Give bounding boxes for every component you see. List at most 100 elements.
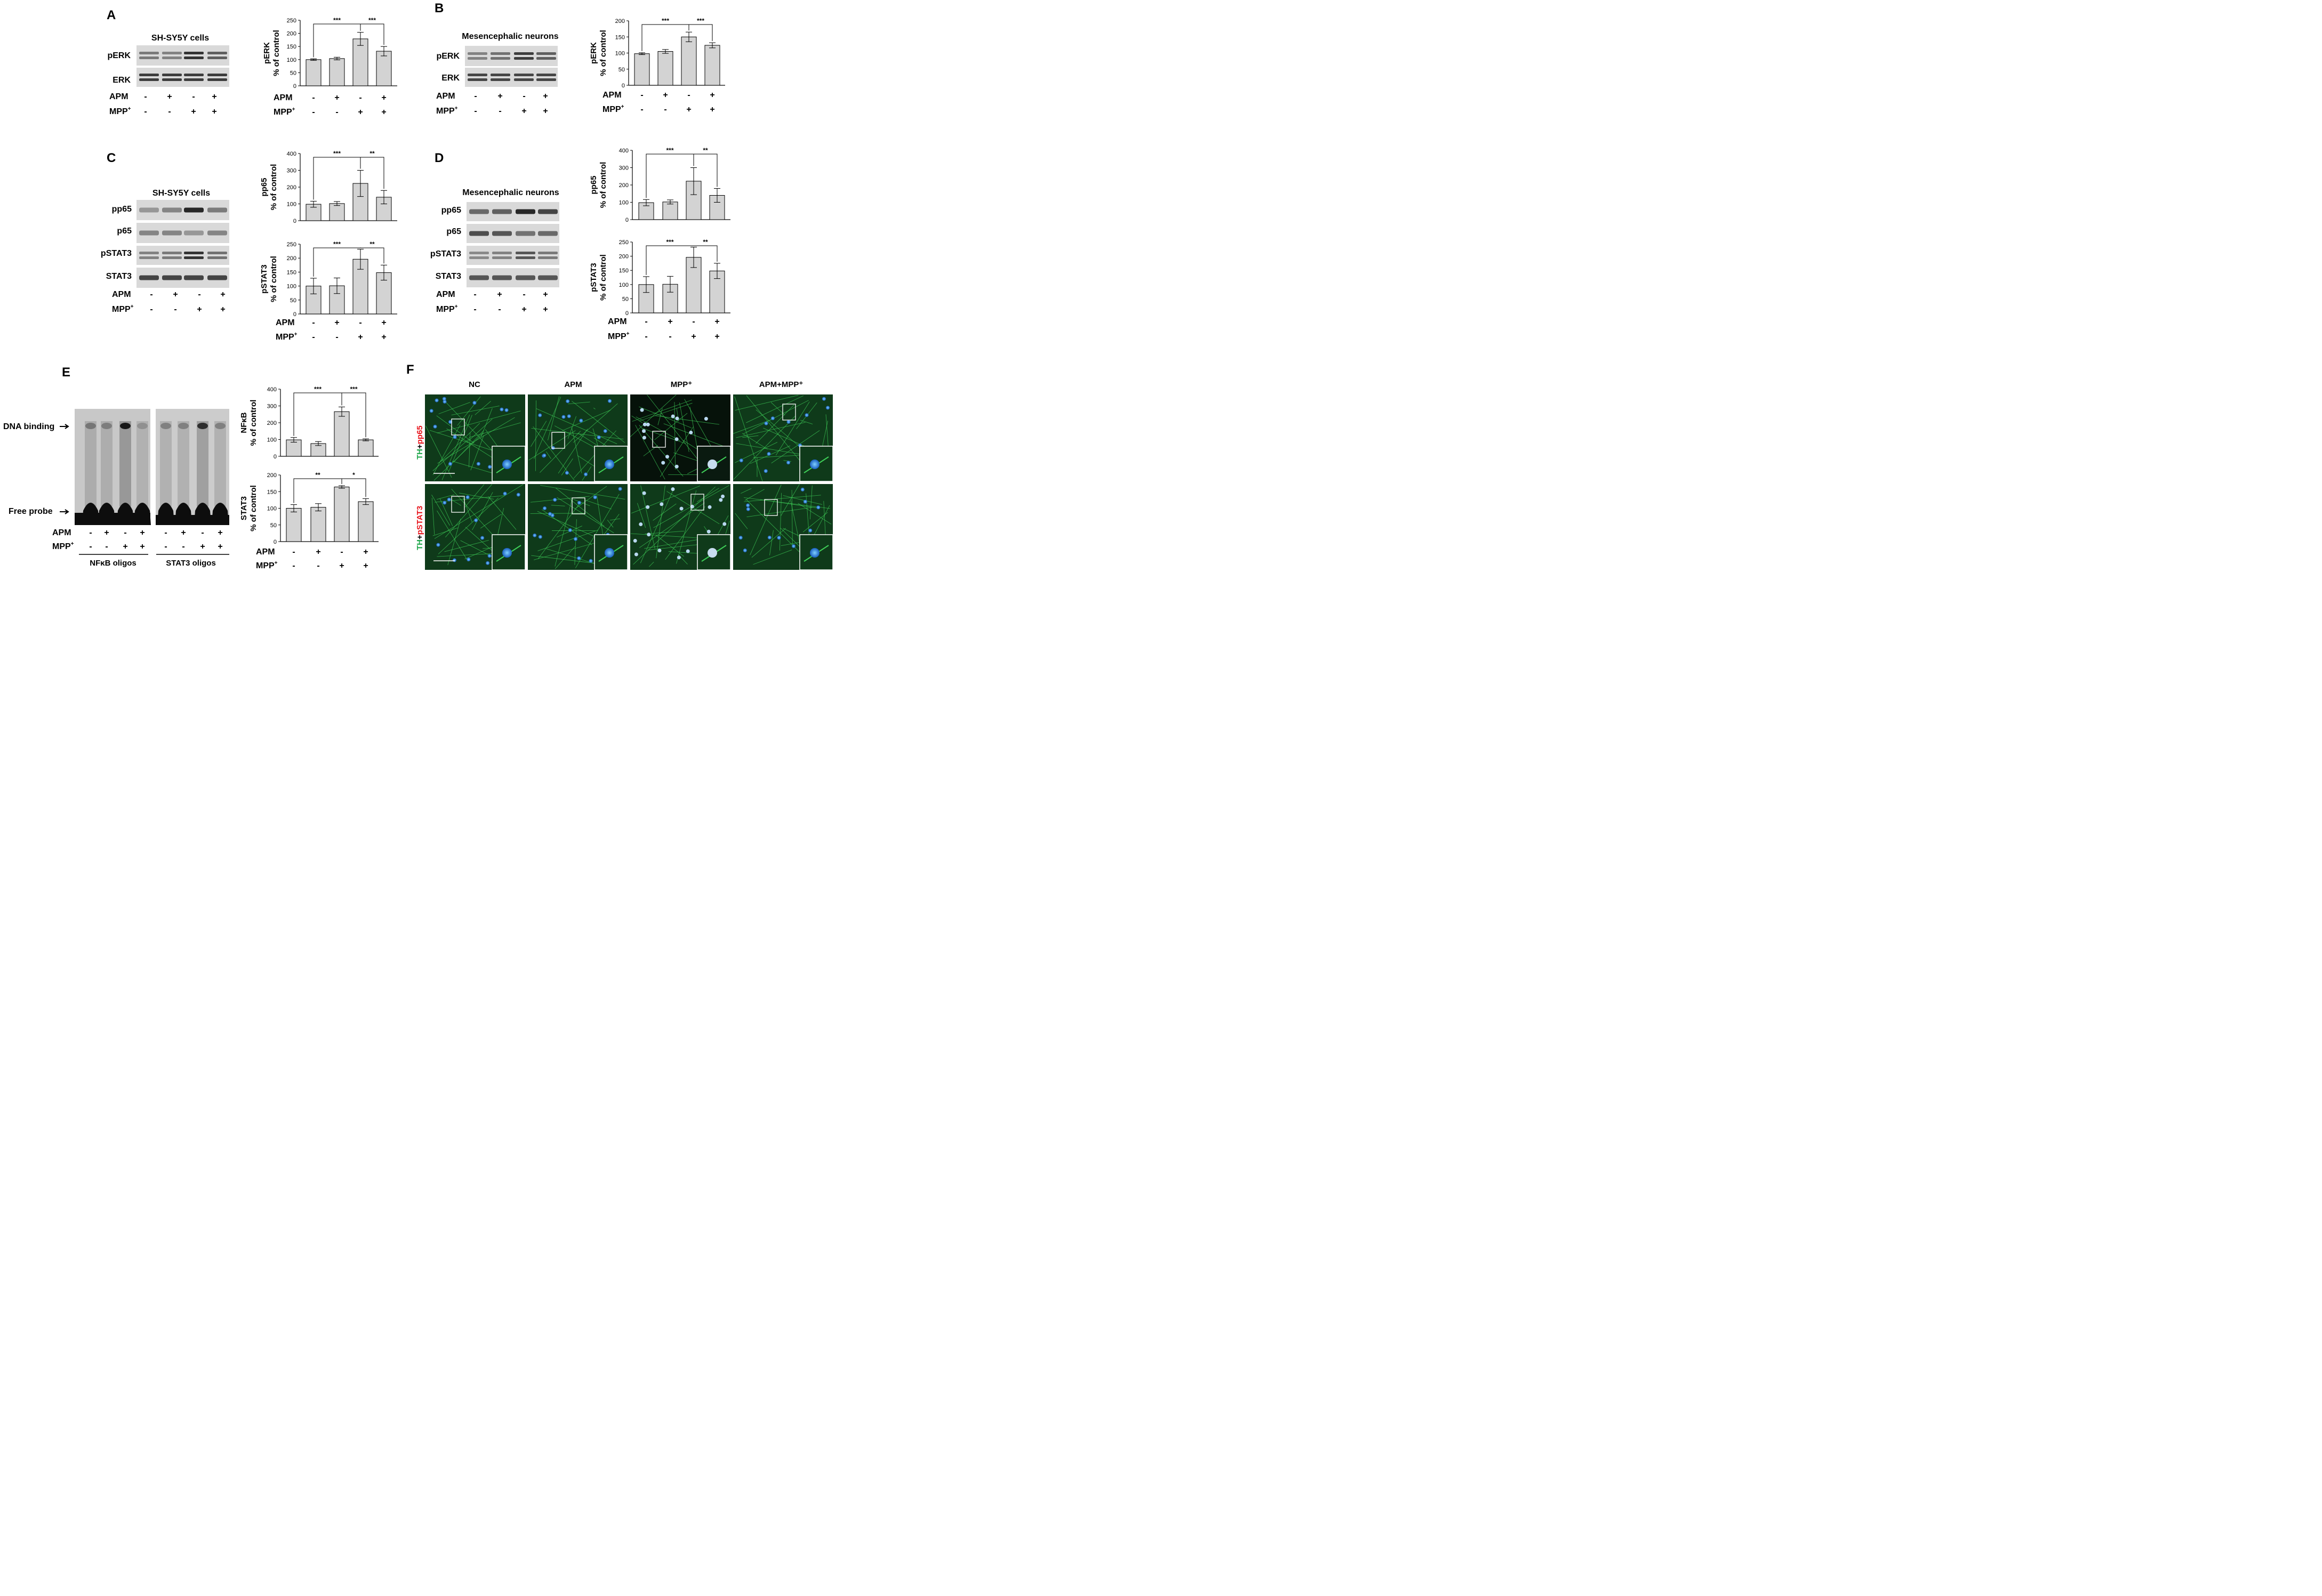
apm-sign: - [312, 93, 315, 102]
treatment-sign-row: APM MPP+ - - + - - + + + - - + - - + + + [52, 528, 223, 551]
neurite [451, 406, 500, 416]
cell-body [448, 462, 453, 466]
free-probe-bottom [156, 515, 229, 525]
neurite [781, 484, 800, 516]
bar-chart-b: 0 50 100 150 200 pERK% of control *** *** [589, 17, 725, 89]
y-axis-label: pSTAT3 [260, 264, 269, 293]
neurite [783, 460, 792, 462]
neurite [742, 433, 768, 450]
neurite [546, 549, 596, 565]
mpp-sign: - [473, 305, 476, 314]
neurite [733, 416, 796, 480]
bar [704, 45, 720, 86]
dna-binding-band [101, 423, 112, 429]
blot-band [469, 275, 489, 280]
emsa-nfkb-oligos-label: NFκB oligos [90, 559, 136, 568]
blot-band [139, 52, 159, 54]
neurite [574, 519, 577, 565]
neurite [593, 407, 596, 409]
neurite [750, 485, 782, 555]
cell-body [660, 502, 664, 506]
blot-band [469, 231, 489, 236]
y-tick-label: 300 [267, 404, 277, 410]
mpp-sign: + [686, 105, 691, 114]
cell-body [764, 469, 768, 473]
blot-band [514, 57, 534, 60]
mpp-sign: - [182, 542, 184, 551]
neurite [584, 499, 612, 510]
cell-body [436, 543, 440, 547]
cell-body [608, 399, 612, 403]
y-tick-label: 100 [267, 437, 277, 444]
y-tick-label: 0 [625, 217, 629, 223]
cell-body [738, 536, 743, 540]
neurite [437, 417, 515, 464]
zoom-box [572, 497, 585, 514]
cell-body [665, 455, 669, 459]
blot-band [207, 52, 227, 54]
mpp-sign: + [691, 332, 696, 341]
bar [329, 203, 345, 221]
pstat3-label: pSTAT3 [415, 506, 424, 535]
mpp-sign: + [543, 305, 548, 314]
neurite [779, 493, 782, 551]
micro-image [630, 484, 731, 570]
neurite [639, 402, 693, 422]
blot-band [538, 252, 558, 254]
blot-band [468, 57, 487, 60]
cell-body [429, 409, 433, 413]
y-tick-label: 300 [619, 165, 629, 172]
y-tick-label: 200 [619, 254, 629, 260]
blot-strip [467, 268, 559, 287]
figure-svg: A B C D E F SH-SY5Y cells Mesencephalic … [3, 1, 833, 570]
blot-band [207, 252, 227, 254]
neurite [551, 505, 565, 506]
mpp-sign: - [144, 107, 147, 116]
treatment-sign-row: APM MPP+ - - + - - + + + [109, 92, 217, 116]
cell-title-b: Mesencephalic neurons [462, 32, 558, 41]
mpp-sign: - [150, 305, 152, 314]
neurite [571, 427, 582, 473]
neurite [537, 503, 580, 559]
neurite [531, 555, 601, 565]
cell-body [739, 458, 743, 463]
mpp-sign: - [498, 305, 501, 314]
bar [376, 51, 392, 86]
apm-label: APM [109, 92, 128, 101]
zoom-box [764, 499, 778, 516]
blot-band [162, 275, 182, 280]
mpp-sign: + [521, 305, 526, 314]
apm-sign: - [640, 91, 643, 100]
significance-label: ** [703, 238, 708, 246]
blot-band [468, 78, 487, 81]
blot-band [184, 57, 204, 59]
cell-body [671, 487, 675, 491]
cell-body [646, 422, 650, 426]
neurite [475, 401, 491, 415]
neurite [561, 458, 573, 475]
significance-label: *** [368, 17, 376, 24]
western-blots [136, 45, 559, 288]
zoom-box [690, 494, 704, 511]
blot-band [184, 252, 204, 254]
y-tick-label: 100 [619, 282, 629, 288]
cell-body [452, 558, 456, 562]
y-tick-label: 200 [267, 420, 277, 426]
bar [662, 284, 678, 313]
micro-image [630, 394, 731, 482]
cell-body [800, 487, 805, 491]
cell-body [808, 528, 813, 533]
micro-col-mpp: MPP⁺ [671, 380, 693, 389]
blot-strip [136, 200, 229, 220]
mpp-sign: + [714, 332, 719, 341]
cell-body [642, 491, 646, 495]
cell-body [574, 537, 578, 541]
y-tick-label: 0 [293, 83, 296, 90]
apm-sign: - [124, 528, 126, 537]
mpp-label: MPP+ [436, 304, 458, 314]
gel-lane-smear [85, 421, 97, 506]
bar [657, 51, 673, 86]
panel-letter-f: F [406, 362, 414, 377]
bar [352, 38, 368, 86]
